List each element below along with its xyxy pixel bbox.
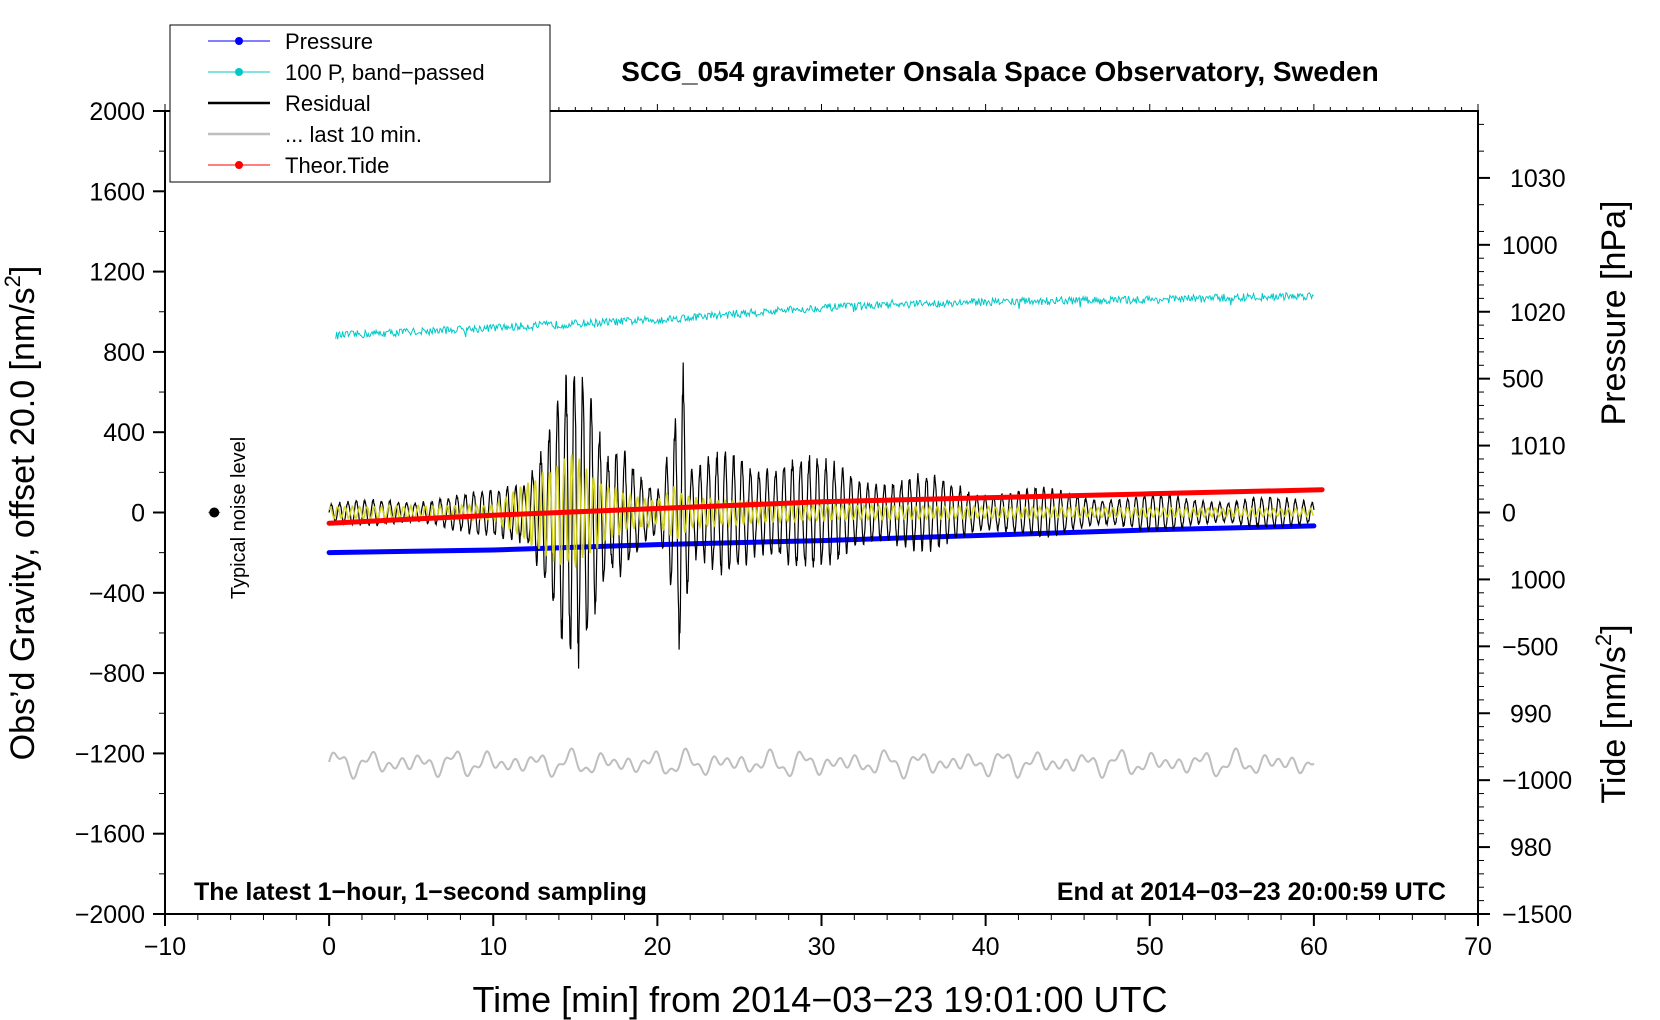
legend-swatch-dot — [235, 37, 243, 45]
legend-label: Residual — [285, 91, 371, 116]
x-tick-label: 10 — [479, 933, 507, 961]
text-layer: SCG_054 gravimeter Onsala Space Observat… — [0, 56, 1633, 1020]
x-tick-label: 50 — [1136, 933, 1164, 961]
series-layer — [208, 291, 1325, 780]
noise-level-label: Typical noise level — [228, 437, 250, 599]
x-tick-label: 20 — [643, 933, 671, 961]
y-pressure-tick-label: 1030 — [1510, 165, 1566, 193]
y-pressure-tick-label: 1000 — [1510, 566, 1566, 594]
y-axis-label-tide-sup: 2 — [1591, 634, 1616, 646]
y-left-tick-label: −2000 — [75, 901, 145, 929]
y-left-tick-label: 1200 — [89, 259, 145, 287]
y-axis-label-left-sup: 2 — [0, 275, 25, 287]
y-tide-tick-label: −1500 — [1502, 901, 1572, 929]
y-pressure-tick-label: 980 — [1510, 834, 1552, 862]
legend-label: ... last 10 min. — [285, 122, 422, 147]
series-theoretical-tide — [326, 487, 1325, 526]
y-tide-tick-label: 1000 — [1502, 232, 1558, 260]
series-band-passed-pressure — [335, 291, 1314, 340]
x-tick-label: 30 — [808, 933, 836, 961]
legend-label: Theor.Tide — [285, 153, 389, 178]
y-axis-label-pressure: Pressure [hPa] — [1595, 201, 1633, 426]
y-tide-tick-label: 500 — [1502, 366, 1544, 394]
y-axis-label-left: Obs’d Gravity, offset 20.0 [nm/s2] — [0, 266, 42, 761]
legend-entry: Theor.Tide — [208, 153, 389, 178]
annotation-end-time: End at 2014−03−23 20:00:59 UTC — [1057, 878, 1446, 906]
axes-layer: −10 0 10 20 30 40 50 60 702000160012008004000−40… — [75, 98, 1572, 961]
y-axis-label-tide-end: ] — [1595, 624, 1633, 633]
legend-swatch-dot — [235, 68, 243, 76]
x-tick-label: 70 — [1464, 933, 1492, 961]
x-tick-label: −10 — [144, 933, 186, 961]
legend: Pressure 100 P, band−passed Residual ... la… — [169, 24, 551, 183]
y-left-tick-label: 2000 — [89, 98, 145, 126]
y-pressure-tick-label: 1020 — [1510, 299, 1566, 327]
y-left-tick-label: −1200 — [75, 740, 145, 768]
y-left-tick-label: −400 — [89, 580, 145, 608]
y-axis-label-left-end: ] — [4, 266, 42, 275]
legend-label: 100 P, band−passed — [285, 60, 485, 85]
x-tick-label: 40 — [972, 933, 1000, 961]
y-left-tick-label: 1600 — [89, 178, 145, 206]
chart-title: SCG_054 gravimeter Onsala Space Observat… — [621, 56, 1378, 87]
y-axis-label-tide: Tide [nm/s2] — [1591, 624, 1633, 803]
series-pressure — [326, 523, 1317, 556]
x-tick-label: 0 — [322, 933, 336, 961]
y-axis-label-left-main: Obs’d Gravity, offset 20.0 [nm/s — [4, 287, 42, 760]
series-last-10-min — [328, 747, 1315, 780]
y-pressure-tick-label: 1010 — [1510, 433, 1566, 461]
y-left-tick-label: 0 — [131, 500, 145, 528]
y-left-tick-label: −1600 — [75, 821, 145, 849]
x-axis-label: Time [min] from 2014−03−23 19:01:00 UTC — [472, 979, 1167, 1020]
x-tick-label: 60 — [1300, 933, 1328, 961]
legend-entry: Residual — [208, 91, 371, 116]
y-left-tick-label: 400 — [103, 419, 145, 447]
legend-label: Pressure — [285, 29, 373, 54]
y-left-tick-label: 800 — [103, 339, 145, 367]
y-left-tick-label: −800 — [89, 660, 145, 688]
legend-swatch-dot — [235, 161, 243, 169]
y-pressure-tick-label: 990 — [1510, 700, 1552, 728]
y-tide-tick-label: −500 — [1502, 633, 1558, 661]
annotation-sampling: The latest 1−hour, 1−second sampling — [194, 878, 647, 906]
y-tide-tick-label: 0 — [1502, 500, 1516, 528]
legend-entry: ... last 10 min. — [208, 122, 422, 147]
y-axis-label-tide-main: Tide [nm/s — [1595, 646, 1633, 803]
legend-entry: Pressure — [208, 29, 373, 54]
series-residual — [328, 362, 1315, 669]
legend-entry: 100 P, band−passed — [208, 60, 485, 85]
noise-level-point — [209, 507, 220, 518]
y-tide-tick-label: −1000 — [1502, 767, 1572, 795]
